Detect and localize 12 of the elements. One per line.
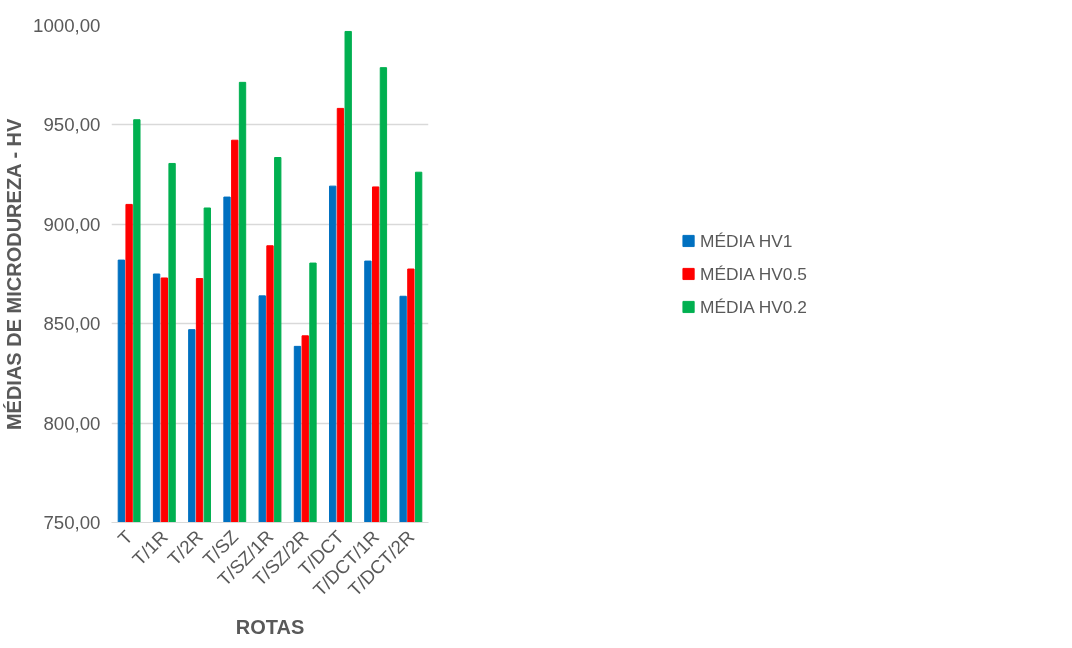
y-axis-title: MÉDIAS DE MICRODUREZA - HV <box>3 117 26 431</box>
y-tick-label: 750,00 <box>43 512 101 533</box>
legend-label: MÉDIA HV0.5 <box>700 263 807 284</box>
y-tick-label: 850,00 <box>43 313 101 335</box>
y-tick-label: 900,00 <box>43 213 101 235</box>
y-tick-label: 800,00 <box>43 412 101 434</box>
legend-label: MÉDIA HV0.2 <box>700 296 807 317</box>
x-tick-label: T <box>113 526 137 549</box>
x-axis-title: ROTAS <box>235 615 305 638</box>
y-tick-label: 1000,00 <box>33 15 101 36</box>
y-tick-label: 950,00 <box>43 114 101 136</box>
legend-label: MÉDIA HV1 <box>700 230 793 251</box>
